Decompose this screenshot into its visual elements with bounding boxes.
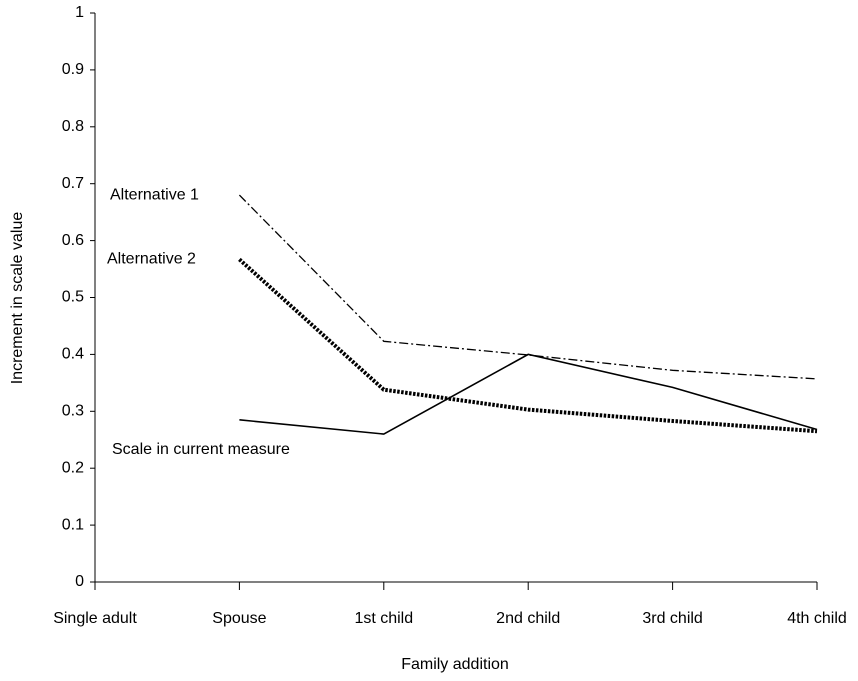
series-label: Alternative 1 bbox=[110, 186, 199, 203]
y-tick-label: 0.2 bbox=[62, 459, 84, 476]
series-line bbox=[238, 257, 818, 434]
y-tick-label: 0 bbox=[75, 573, 84, 590]
x-tick-label: 3rd child bbox=[642, 610, 702, 627]
series-label: Scale in current measure bbox=[112, 441, 290, 458]
y-tick-label: 0.5 bbox=[62, 289, 84, 306]
y-axis-title: Increment in scale value bbox=[9, 212, 26, 385]
series-label: Alternative 2 bbox=[107, 251, 196, 268]
y-tick-label: 0.9 bbox=[62, 61, 84, 78]
x-tick-label: Spouse bbox=[212, 610, 266, 627]
x-tick-label: 1st child bbox=[354, 610, 413, 627]
y-tick-label: 1 bbox=[75, 4, 84, 21]
series-line bbox=[239, 353, 818, 435]
y-tick-label: 0.1 bbox=[62, 516, 84, 533]
x-axis-title: Family addition bbox=[401, 656, 509, 673]
x-tick-label: 2nd child bbox=[496, 610, 560, 627]
y-tick-label: 0.6 bbox=[62, 232, 84, 249]
y-tick-label: 0.3 bbox=[62, 403, 84, 420]
y-tick-label: 0.8 bbox=[62, 118, 84, 135]
x-tick-label: 4th child bbox=[787, 610, 847, 627]
y-tick-label: 0.4 bbox=[62, 346, 84, 363]
series-line bbox=[238, 194, 818, 380]
y-tick-label: 0.7 bbox=[62, 175, 84, 192]
x-tick-label: Single adult bbox=[53, 610, 137, 627]
